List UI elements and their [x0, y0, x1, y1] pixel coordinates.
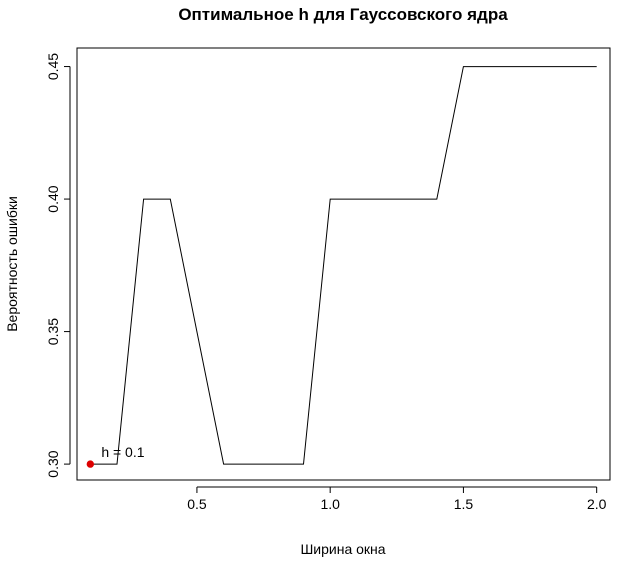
x-axis-label: Ширина окна [300, 541, 385, 557]
y-axis: 0.30 0.35 0.40 0.45 [45, 53, 71, 478]
optimum-point [86, 460, 95, 468]
x-tick-label: 2.0 [587, 496, 607, 512]
x-tick-label: 1.5 [454, 496, 474, 512]
series-layer [90, 66, 597, 465]
y-tick-label: 0.40 [45, 185, 61, 212]
plot-frame [76, 47, 611, 481]
chart-title: Оптимальное h для Гауссовского ядра [178, 5, 508, 24]
y-tick-label: 0.35 [45, 318, 61, 345]
highlight-layer: h = 0.1 [86, 444, 145, 468]
y-tick-label: 0.45 [45, 53, 61, 80]
x-tick-label: 1.0 [320, 496, 340, 512]
series-line [90, 66, 597, 465]
y-tick-label: 0.30 [45, 450, 61, 477]
optimum-label: h = 0.1 [101, 444, 144, 460]
x-axis: 0.5 1.0 1.5 2.0 [187, 486, 607, 512]
x-tick-label: 0.5 [187, 496, 207, 512]
y-axis-label: Вероятность ошибки [4, 196, 20, 332]
